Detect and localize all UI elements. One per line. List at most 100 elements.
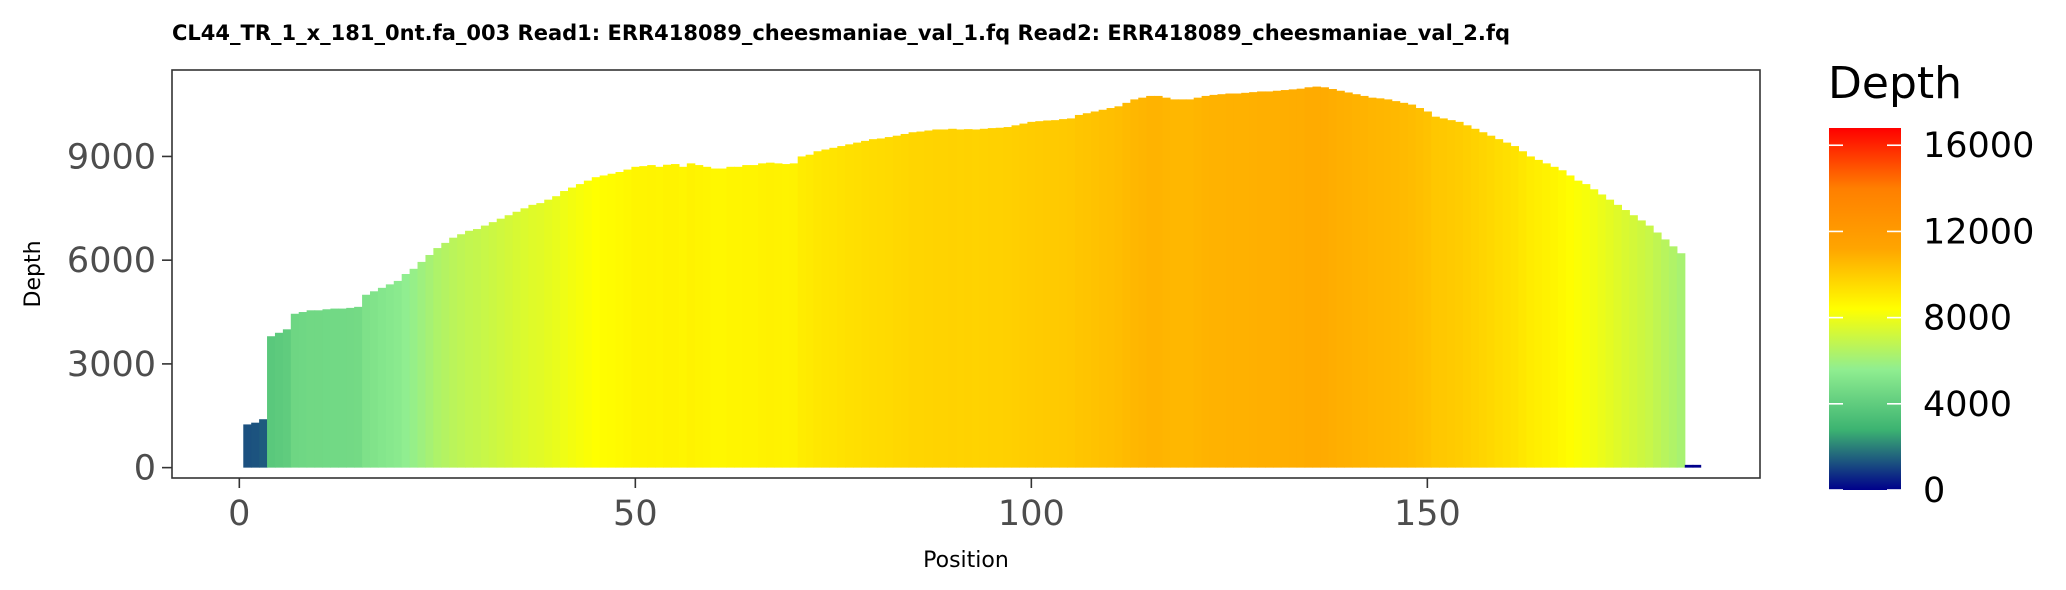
legend-title: Depth <box>1828 58 1962 109</box>
bar <box>607 173 617 468</box>
bar <box>1462 125 1472 468</box>
bar <box>1320 87 1329 468</box>
y-tick-label: 0 <box>134 449 156 489</box>
bar <box>1581 184 1591 468</box>
bar <box>306 310 316 468</box>
bar <box>1177 99 1187 468</box>
bar <box>1106 108 1116 468</box>
axis-ticks: 0 3000 6000 9000 0 50 100 150 <box>67 137 1461 534</box>
legend-tick-label: 8000 <box>1923 299 2012 339</box>
bar <box>1661 239 1670 468</box>
bar <box>1653 232 1662 468</box>
bar <box>322 309 331 468</box>
bar <box>1249 92 1258 468</box>
y-tick-label: 3000 <box>67 345 156 385</box>
bar <box>639 166 648 468</box>
bar <box>987 128 997 468</box>
bar <box>1423 111 1432 468</box>
bar <box>504 215 514 468</box>
bar <box>821 149 830 468</box>
bar <box>1367 97 1377 468</box>
bar <box>1201 95 1211 468</box>
legend-tick-label: 12000 <box>1923 212 2034 252</box>
bar <box>251 422 260 468</box>
bar <box>995 127 1005 468</box>
bar <box>1304 87 1314 468</box>
bar <box>552 196 561 468</box>
bar <box>1637 220 1646 468</box>
bar <box>528 204 537 468</box>
bar <box>480 225 490 468</box>
bar <box>346 307 355 468</box>
bar <box>726 166 735 468</box>
bar <box>1114 106 1124 468</box>
x-tick-label: 150 <box>1394 494 1461 534</box>
bar <box>1146 95 1155 468</box>
bar <box>1668 246 1678 468</box>
bar <box>710 168 720 468</box>
bar <box>694 165 704 468</box>
bar <box>1098 109 1108 468</box>
bar <box>615 172 625 468</box>
bar <box>773 163 783 468</box>
bar <box>362 294 371 468</box>
legend-tick-label: 16000 <box>1923 126 2034 166</box>
bar <box>1090 111 1100 468</box>
bar <box>1217 94 1226 468</box>
bar <box>797 156 807 468</box>
legend-ticks: 0 4000 8000 12000 16000 <box>1829 126 2034 511</box>
bar <box>670 164 680 468</box>
bar <box>575 184 585 468</box>
bar <box>1629 215 1638 468</box>
y-tick-label: 6000 <box>67 241 156 281</box>
bar <box>512 211 522 468</box>
y-tick-label: 9000 <box>67 137 156 177</box>
bar <box>1154 95 1163 468</box>
bar <box>449 237 458 468</box>
bar <box>678 166 688 468</box>
bar <box>259 419 268 468</box>
bar <box>829 147 838 468</box>
bar <box>591 177 601 468</box>
bar <box>1391 101 1401 468</box>
bar <box>1312 86 1322 468</box>
bar <box>1684 464 1694 468</box>
bar <box>647 165 656 468</box>
bar <box>932 129 941 468</box>
bar <box>631 166 640 468</box>
bar <box>1597 194 1607 468</box>
bar <box>940 129 949 468</box>
bar <box>1169 99 1179 468</box>
bar <box>1011 125 1021 468</box>
bar <box>884 137 894 468</box>
bar <box>1542 163 1551 468</box>
bar <box>1478 132 1488 468</box>
bar <box>354 306 363 468</box>
bar <box>1280 90 1290 468</box>
plot-panel-border <box>171 69 1761 479</box>
bar <box>1613 204 1622 468</box>
bar <box>243 424 252 468</box>
bar <box>298 312 308 468</box>
bar <box>734 166 743 468</box>
bar <box>876 138 886 468</box>
bar <box>488 222 498 468</box>
bar <box>1003 127 1013 468</box>
bar <box>267 336 276 468</box>
bar <box>433 248 442 468</box>
bar <box>1676 253 1686 468</box>
bar <box>1122 102 1131 468</box>
bar <box>330 308 339 468</box>
bar <box>1383 99 1393 468</box>
bar <box>401 274 411 468</box>
bar <box>1605 199 1615 468</box>
bar <box>1264 91 1274 468</box>
bar <box>1550 166 1559 468</box>
bar <box>845 144 854 468</box>
bar <box>1209 94 1219 468</box>
bar <box>1288 89 1298 468</box>
bar <box>1431 116 1440 468</box>
bar <box>583 180 593 468</box>
bar <box>1257 91 1266 468</box>
